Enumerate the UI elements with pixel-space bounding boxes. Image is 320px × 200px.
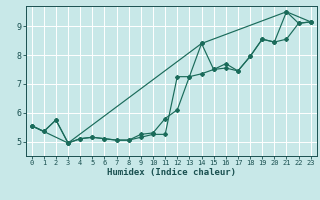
X-axis label: Humidex (Indice chaleur): Humidex (Indice chaleur)	[107, 168, 236, 177]
